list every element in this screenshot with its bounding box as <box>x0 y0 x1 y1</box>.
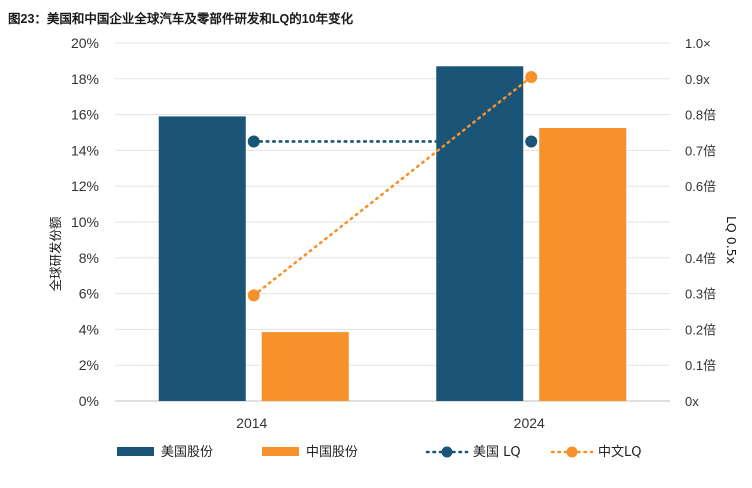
y-tick-label: 12% <box>71 178 99 194</box>
y2-tick-label: 0.7倍 <box>685 143 716 158</box>
legend-marker <box>441 446 453 458</box>
y2-axis-title: LQ 0.5x <box>724 216 739 264</box>
y-tick-label: 18% <box>71 71 99 87</box>
y-tick-label: 8% <box>79 250 99 266</box>
y2-tick-label: 0x <box>685 394 699 409</box>
y-tick-label: 2% <box>79 357 99 373</box>
y-tick-label: 16% <box>71 107 99 123</box>
y-tick-label: 6% <box>79 286 99 302</box>
bar <box>261 332 349 401</box>
y-axis-title: 全球研发份额 <box>48 216 63 292</box>
legend-swatch <box>262 447 299 456</box>
legend-swatch <box>117 447 154 456</box>
y2-tick-label: 0.4倍 <box>685 251 716 266</box>
data-point <box>525 71 538 84</box>
y2-tick-label: 1.0× <box>685 36 711 51</box>
y2-tick-label: 0.3倍 <box>685 287 716 302</box>
data-point <box>247 289 260 302</box>
legend-label: 美国股份 <box>161 445 213 460</box>
data-point <box>247 135 260 148</box>
bar <box>539 128 627 401</box>
bar <box>436 66 524 402</box>
chart-title: 图23：美国和中国企业全球汽车及零部件研发和LQ的10年变化 <box>8 12 354 26</box>
y-tick-label: 14% <box>71 142 99 158</box>
legend-marker <box>566 446 578 458</box>
legend-label: 中文LQ <box>598 445 641 460</box>
legend-label: 中国股份 <box>306 445 358 460</box>
y2-tick-label: 0.6倍 <box>685 179 716 194</box>
y-tick-label: 0% <box>79 393 99 409</box>
y-tick-label: 20% <box>71 35 99 51</box>
y2-tick-label: 0.2倍 <box>685 322 716 337</box>
x-tick-label: 2014 <box>236 415 267 431</box>
y2-tick-label: 0.8倍 <box>685 108 716 123</box>
legend-label: 美国 LQ <box>473 445 521 460</box>
series-line <box>252 75 533 297</box>
y-tick-label: 10% <box>71 214 99 230</box>
bar <box>158 116 246 401</box>
y2-tick-label: 0.9x <box>685 72 710 87</box>
data-point <box>525 135 538 148</box>
x-tick-label: 2024 <box>514 415 545 431</box>
y2-tick-label: 0.1倍 <box>685 358 716 373</box>
y-tick-label: 4% <box>79 321 99 337</box>
